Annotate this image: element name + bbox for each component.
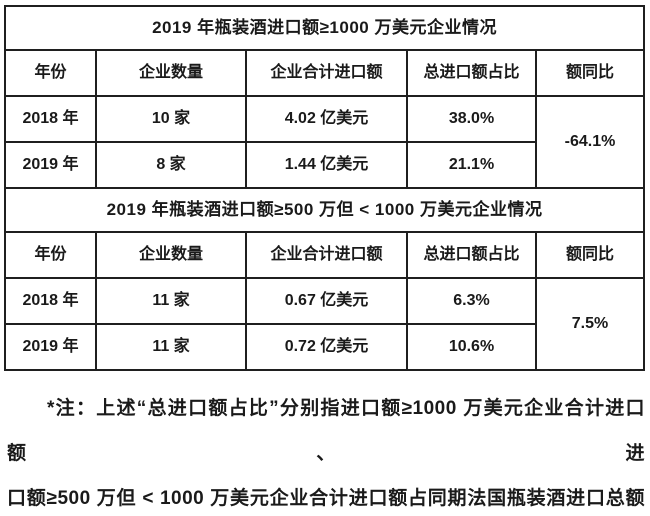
table-row: 2019 年 11 家 0.72 亿美元 10.6% (4, 323, 644, 371)
share-cell: 38.0% (406, 95, 537, 143)
import-amount-cell: 0.67 亿美元 (245, 277, 408, 325)
yoy-merged-cell: -64.1% (534, 95, 646, 189)
table-row: 2019 年 8 家 1.44 亿美元 21.1% (4, 141, 644, 189)
section2-header-total-import: 企业合计进口额 (245, 231, 408, 279)
import-amount-cell: 0.72 亿美元 (245, 323, 408, 371)
import-amount-cell: 1.44 亿美元 (245, 141, 408, 189)
section2-header-year: 年份 (4, 231, 97, 279)
section1-header-yoy: 额同比 (534, 49, 646, 97)
year-cell: 2019 年 (4, 141, 97, 189)
section2-title: 2019 年瓶装酒进口额≥500 万但 < 1000 万美元企业情况 (3, 187, 646, 233)
section1-header-year: 年份 (4, 49, 97, 97)
section1-header-share: 总进口额占比 (406, 49, 537, 97)
year-cell: 2019 年 (4, 323, 97, 371)
footnote-line-2: 口额≥500 万但 < 1000 万美元企业合计进口额占同期法国瓶装酒进口总额的… (7, 488, 645, 509)
yoy-merged-cell: 7.5% (534, 277, 646, 371)
section1-header-total-import: 企业合计进口额 (245, 49, 408, 97)
footnote: *注：上述“总进口额占比”分别指进口额≥1000 万美元企业合计进口额、进 口额… (7, 386, 645, 516)
company-count-cell: 11 家 (95, 323, 247, 371)
year-cell: 2018 年 (4, 95, 97, 143)
share-cell: 6.3% (406, 277, 537, 325)
import-amount-cell: 4.02 亿美元 (245, 95, 408, 143)
section2-header-share: 总进口额占比 (406, 231, 537, 279)
company-count-cell: 8 家 (95, 141, 247, 189)
year-cell: 2018 年 (4, 277, 97, 325)
section1-header-company-count: 企业数量 (95, 49, 247, 97)
table-row: 2018 年 11 家 0.67 亿美元 6.3% 7.5% (4, 277, 646, 371)
table-row: 2018 年 10 家 4.02 亿美元 38.0% -64.1% (4, 95, 646, 189)
share-cell: 10.6% (406, 323, 537, 371)
wine-import-table: 2019 年瓶装酒进口额≥1000 万美元企业情况 年份 企业数量 企业合计进口… (3, 5, 646, 371)
section2-header-company-count: 企业数量 (95, 231, 247, 279)
company-count-cell: 11 家 (95, 277, 247, 325)
company-count-cell: 10 家 (95, 95, 247, 143)
footnote-line-1: *注：上述“总进口额占比”分别指进口额≥1000 万美元企业合计进口额、进 (7, 398, 645, 464)
section1-title: 2019 年瓶装酒进口额≥1000 万美元企业情况 (3, 5, 646, 51)
section2-header-yoy: 额同比 (534, 231, 646, 279)
share-cell: 21.1% (406, 141, 537, 189)
